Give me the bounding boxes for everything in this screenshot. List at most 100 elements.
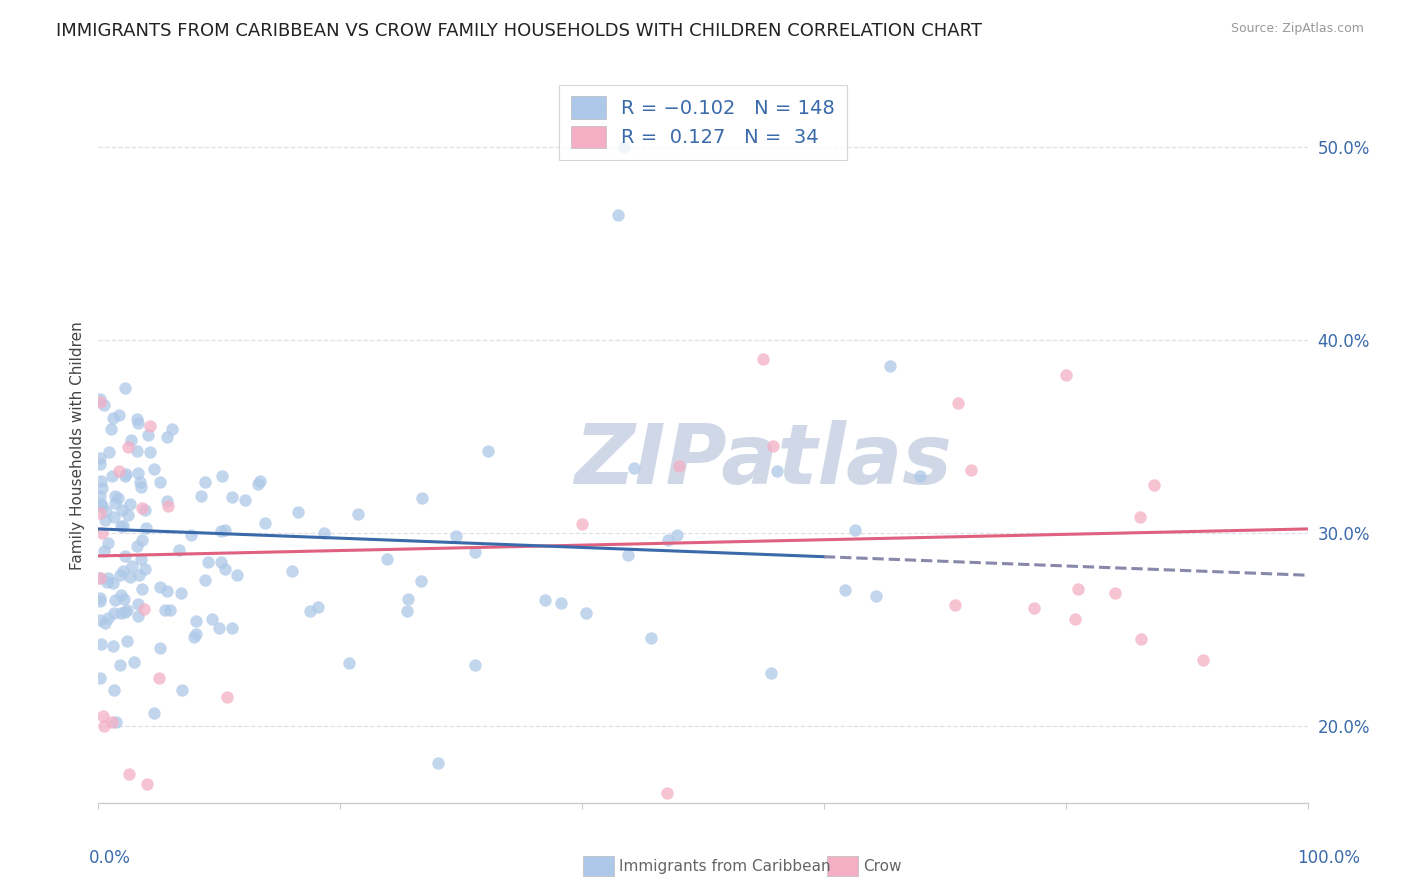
Y-axis label: Family Households with Children: Family Households with Children [69,322,84,570]
Point [114,469,136,483]
Point [1063,612,1085,626]
Point [249,474,271,488]
Point [156,500,179,514]
Point [375,552,398,566]
Point [464,545,486,559]
Point [312,525,335,540]
Point [960,463,983,477]
Point [666,527,689,541]
Point [112,519,135,533]
Point [153,603,176,617]
Point [1067,582,1090,597]
Point [575,606,598,620]
Point [464,657,486,672]
Point [143,706,166,721]
Point [127,597,149,611]
Point [655,786,678,800]
Point [124,655,146,669]
Point [186,626,208,640]
Point [134,562,156,576]
Point [89,395,111,409]
Text: 0.0%: 0.0% [89,849,131,867]
Point [100,422,122,436]
Point [759,665,782,680]
Point [190,489,212,503]
Point [945,598,967,612]
Point [139,445,162,459]
Point [131,500,153,515]
Point [98,445,121,459]
Point [136,428,159,442]
Point [104,592,127,607]
Point [411,574,433,588]
Point [118,497,141,511]
Point [117,508,139,523]
Point [879,359,901,373]
Point [617,549,640,563]
Point [1054,368,1077,382]
Point [865,589,887,603]
Point [170,586,193,600]
Point [89,594,111,608]
Point [209,555,232,569]
Point [214,562,236,576]
Point [129,480,152,494]
Point [287,505,309,519]
Point [149,580,172,594]
Point [112,591,135,606]
Point [752,352,775,367]
Point [111,502,134,516]
Point [221,490,243,504]
Point [101,468,124,483]
Point [657,533,679,547]
Point [668,458,690,473]
Point [89,451,111,466]
Point [118,570,141,584]
Point [89,489,111,503]
Text: IMMIGRANTS FROM CARIBBEAN VS CROW FAMILY HOUSEHOLDS WITH CHILDREN CORRELATION CH: IMMIGRANTS FROM CARIBBEAN VS CROW FAMILY… [56,22,983,40]
Point [1191,653,1213,667]
Point [762,438,785,452]
Point [127,608,149,623]
Point [477,443,499,458]
Point [571,517,593,532]
Point [101,410,124,425]
Point [97,536,120,550]
Point [156,583,179,598]
Point [103,606,125,620]
Point [89,497,111,511]
Point [411,491,433,505]
Point [103,682,125,697]
Point [160,421,183,435]
Point [114,605,136,619]
Point [110,568,132,582]
Point [337,656,360,670]
Point [132,601,155,615]
Point [89,457,111,471]
Point [149,475,172,490]
Point [946,395,969,409]
Point [90,481,112,495]
Point [115,603,138,617]
Text: ZIPatlas: ZIPatlas [575,420,952,500]
Point [834,583,856,598]
Point [208,622,231,636]
Point [93,513,115,527]
Point [104,489,127,503]
Point [127,466,149,480]
Point [247,477,270,491]
Point [89,392,111,406]
Point [134,503,156,517]
Point [226,568,249,582]
Point [215,690,238,704]
Point [97,571,120,585]
Point [120,433,142,447]
Point [766,464,789,478]
Point [209,524,232,538]
Point [107,491,129,505]
Point [108,464,131,478]
Point [298,604,321,618]
Point [93,615,115,630]
Point [101,640,124,654]
Point [114,549,136,563]
